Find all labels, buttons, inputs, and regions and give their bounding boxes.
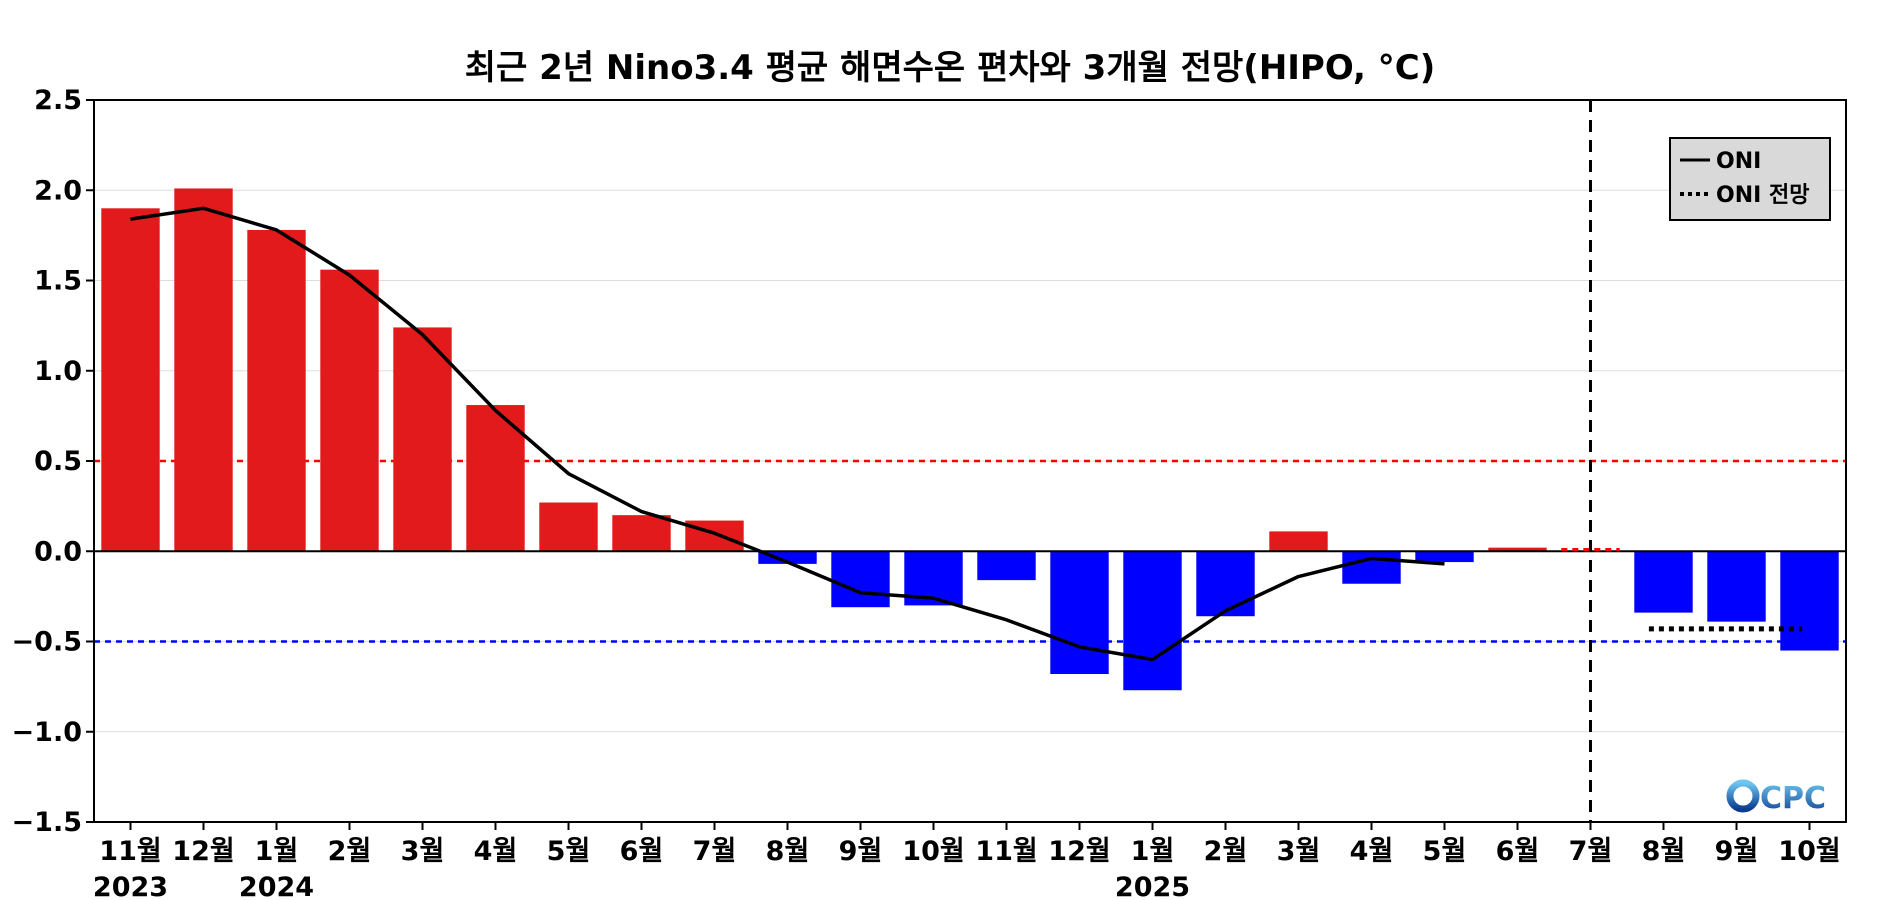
bars xyxy=(101,188,1839,691)
bar xyxy=(393,327,452,552)
chart-title: 최근 2년 Nino3.4 평균 해면수온 편차와 3개월 전망(HIPO, °… xyxy=(464,48,1436,88)
y-tick-label: −0.5 xyxy=(12,627,82,658)
x-tick-label: 7월 xyxy=(693,836,737,867)
bar xyxy=(1780,551,1839,651)
oni-line xyxy=(130,206,1445,662)
x-year-label: 2025 xyxy=(1115,872,1190,900)
y-tick-label: 1.5 xyxy=(34,266,82,297)
bar xyxy=(1415,551,1474,563)
x-tick-label: 7월 xyxy=(1569,836,1613,867)
x-axis: 11월 12월 1월 2월 3월 4월 5월 6월 7월 8월 9월 10월 11월 12월 1월 2월 3월 4… xyxy=(93,822,1841,900)
x-tick-label: 10월 xyxy=(1778,836,1840,867)
x-tick-label: 5월 xyxy=(1423,836,1467,867)
x-tick-label: 12월 xyxy=(1048,836,1110,867)
bar xyxy=(174,188,233,552)
x-tick-label: 3월 xyxy=(1277,836,1321,867)
bar xyxy=(1342,551,1401,584)
y-tick-label: 2.0 xyxy=(34,175,82,206)
y-tick-label: 1.0 xyxy=(34,356,82,387)
x-tick-label: 9월 xyxy=(1715,836,1759,867)
bar xyxy=(1050,551,1109,674)
x-tick-label: 4월 xyxy=(1350,836,1394,867)
bar xyxy=(1196,551,1255,617)
bar xyxy=(685,520,744,552)
y-tick-label: 2.5 xyxy=(34,85,82,116)
x-tick-label: 10월 xyxy=(902,836,964,867)
bar xyxy=(1269,531,1328,552)
x-tick-label: 8월 xyxy=(766,836,810,867)
x-year-label: 2023 xyxy=(93,872,168,900)
logo-text: CPC xyxy=(1760,781,1826,816)
x-tick-label: 11월 xyxy=(99,836,161,867)
y-tick-label: 0.5 xyxy=(34,446,82,477)
x-tick-label: 5월 xyxy=(547,836,591,867)
oni-line-layer xyxy=(130,206,1803,662)
x-tick-label: 2월 xyxy=(328,836,372,867)
bar xyxy=(1707,551,1766,622)
bar xyxy=(831,551,890,608)
x-tick-label: 12월 xyxy=(172,836,234,867)
bar xyxy=(1634,551,1693,613)
bar xyxy=(539,502,598,552)
logo-circle-icon xyxy=(1726,779,1760,813)
bar xyxy=(320,269,379,552)
y-tick-label: −1.5 xyxy=(12,807,82,838)
x-tick-label: 6월 xyxy=(1496,836,1540,867)
x-tick-label: 8월 xyxy=(1642,836,1686,867)
bar xyxy=(247,229,306,552)
bar xyxy=(977,551,1036,581)
legend-box xyxy=(1669,137,1831,221)
legend-oni-label: ONI xyxy=(1716,149,1761,174)
legend-forecast-label: ONI 전망 xyxy=(1716,183,1809,208)
bar xyxy=(1123,551,1182,691)
y-tick-label: −1.0 xyxy=(12,717,82,748)
bar xyxy=(758,551,817,564)
x-tick-label: 9월 xyxy=(839,836,883,867)
y-axis: 2.5 2.0 1.5 1.0 0.5 0.0 −0.5 −1.0 −1.5 xyxy=(12,85,94,838)
x-tick-label: 4월 xyxy=(474,836,518,867)
x-tick-label: 1월 xyxy=(1131,836,1175,867)
x-tick-label: 11월 xyxy=(975,836,1037,867)
legend: ONI ONI 전망 xyxy=(1669,137,1831,221)
bar xyxy=(612,515,671,552)
cpc-logo: CPC xyxy=(1726,779,1826,816)
x-year-label: 2024 xyxy=(239,872,314,900)
x-tick-label: 6월 xyxy=(620,836,664,867)
x-tick-label: 2월 xyxy=(1204,836,1248,867)
bar xyxy=(101,208,160,552)
y-tick-label: 0.0 xyxy=(34,536,82,567)
x-tick-label: 1월 xyxy=(255,836,299,867)
bar xyxy=(1488,547,1547,552)
x-tick-label: 3월 xyxy=(401,836,445,867)
